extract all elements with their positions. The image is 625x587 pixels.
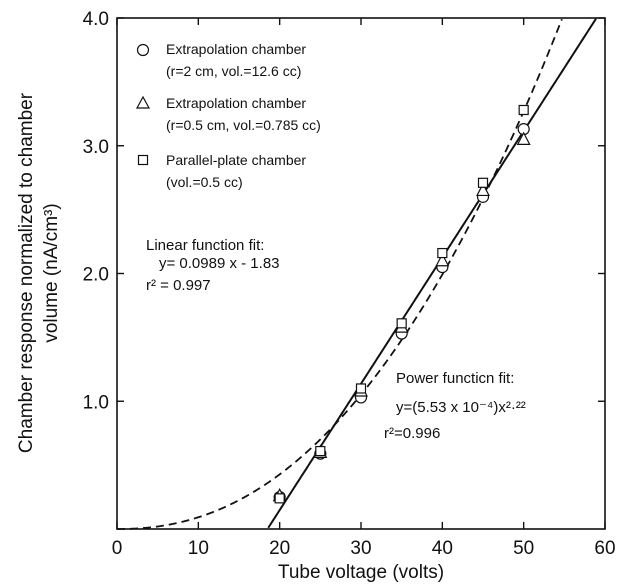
legend-entry-label: Extrapolation chamber — [166, 95, 306, 111]
x-axis-label: Tube voltage (volts) — [278, 562, 444, 583]
linear-fit-title: Linear function fit: — [146, 237, 264, 254]
x-tick-label: 60 — [594, 538, 615, 559]
power-fit-annotation: Power functicn fit: y=(5.53 x 10⁻⁴)x²·²²… — [384, 370, 526, 442]
legend-entry-label: Parallel-plate chamber — [166, 152, 306, 168]
linear-fit-equation: y= 0.0989 x - 1.83 — [159, 255, 280, 272]
y-tick-label: 3.0 — [83, 137, 109, 158]
legend-entry-label: Extrapolation chamber — [166, 41, 306, 57]
x-tick-label: 20 — [269, 538, 290, 559]
data-point-square — [315, 445, 326, 457]
x-tick-label: 30 — [350, 538, 371, 559]
y-axis-label-line-2: volume (nA/cm³) — [41, 203, 62, 342]
data-point-triangle — [516, 131, 531, 145]
x-tick-label: 40 — [432, 538, 453, 559]
linear-fit-r-squared: r² = 0.997 — [146, 277, 211, 294]
data-point-square — [396, 318, 407, 329]
data-points — [272, 104, 531, 504]
legend-triangle-icon — [135, 95, 151, 109]
legend-entry-detail: (vol.=0.5 cc) — [166, 174, 243, 190]
x-tick-label: 50 — [513, 538, 534, 559]
y-tick-label: 2.0 — [83, 265, 109, 286]
data-point-triangle — [476, 182, 490, 197]
x-tick-label: 0 — [112, 538, 123, 559]
legend-circle-icon — [136, 43, 150, 57]
legend-entry-detail: (r=2 cm, vol.=12.6 cc) — [166, 63, 301, 79]
x-axis-ticks: 0 10 20 30 40 50 60 — [112, 18, 616, 559]
y-axis-ticks: 1.0 2.0 3.0 4.0 — [83, 9, 605, 413]
legend-square-icon — [137, 154, 149, 166]
legend-entry-circle: Extrapolation chamber (r=2 cm, vol.=12.6… — [136, 41, 306, 79]
legend: Extrapolation chamber (r=2 cm, vol.=12.6… — [135, 41, 321, 190]
power-fit-r-squared: r²=0.996 — [384, 425, 440, 442]
legend-entry-square: Parallel-plate chamber (vol.=0.5 cc) — [137, 152, 306, 190]
data-point-triangle — [435, 252, 450, 267]
power-fit-title: Power functicn fit: — [396, 370, 514, 387]
data-point-square — [477, 177, 489, 188]
fit-lines — [117, 18, 597, 530]
y-tick-label: 1.0 — [83, 392, 109, 413]
legend-entry-detail: (r=0.5 cm, vol.=0.785 cc) — [166, 117, 321, 133]
data-point-square — [437, 247, 448, 259]
data-point-square — [355, 383, 367, 394]
linear-fit-line — [267, 18, 597, 529]
x-tick-label: 10 — [188, 538, 209, 559]
data-point-square — [274, 493, 285, 504]
legend-entry-triangle: Extrapolation chamber (r=0.5 cm, vol.=0.… — [135, 95, 321, 133]
y-axis-label-line-1: Chamber response normalized to chamber — [16, 92, 37, 453]
power-fit-equation: y=(5.53 x 10⁻⁴)x²·²² — [396, 399, 526, 416]
y-axis-label: Chamber response normalized to chamber v… — [16, 92, 62, 453]
data-point-square — [518, 104, 529, 116]
y-tick-label: 4.0 — [83, 9, 109, 30]
linear-fit-annotation: Linear function fit: y= 0.0989 x - 1.83 … — [146, 237, 280, 294]
